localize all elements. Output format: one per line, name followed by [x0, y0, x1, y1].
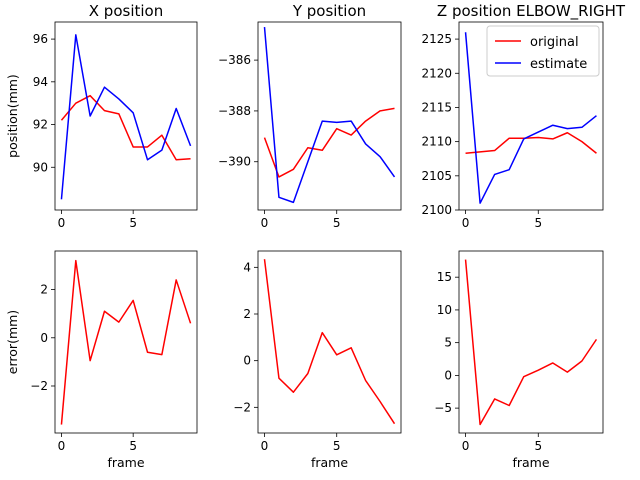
y-tick-label: 2110 [421, 135, 452, 149]
x-tick-label: 0 [261, 216, 269, 230]
axes-frame [257, 250, 402, 434]
axes-frame [257, 21, 402, 211]
axes-frame [54, 250, 198, 434]
y-tick-label: −390 [218, 155, 251, 169]
y-tick-label: −388 [218, 104, 251, 118]
subplot-4: 0 5 −2 0 2 frame error(mm) [5, 250, 198, 470]
y-tick-label: 10 [437, 303, 452, 317]
series-line-estimate [263, 27, 396, 204]
series-line-estimate [464, 32, 597, 204]
x-axis-label: frame [311, 455, 348, 470]
x-axis-label: frame [512, 455, 549, 470]
y-tick-label: 2100 [421, 203, 452, 217]
subplot-title: Z position ELBOW_RIGHT [437, 2, 626, 21]
series-line-original [263, 107, 395, 178]
y-tick-label: 96 [33, 32, 48, 46]
y-tick-label: 5 [444, 336, 452, 350]
y-tick-label: 2120 [421, 66, 452, 80]
x-tick-label: 0 [462, 216, 470, 230]
subplot-3: 0 5 2100 2105 2110 2115 2120 2125 Z position ELB… [421, 2, 625, 230]
y-tick-label: 0 [243, 354, 251, 368]
series-line-error [263, 259, 396, 425]
y-tick-label: −2 [233, 400, 251, 414]
subplot-title: X position [89, 2, 163, 20]
y-tick-label: −386 [218, 53, 251, 67]
series-line-error [60, 259, 192, 425]
x-tick-label: 5 [534, 439, 542, 453]
y-tick-label: −5 [434, 401, 452, 415]
legend-label-original: original [530, 35, 579, 50]
y-tick-label: 2125 [421, 32, 452, 46]
x-tick-label: 5 [129, 216, 137, 230]
y-axis-label: position(mm) [5, 74, 20, 158]
subplot-title: Y position [292, 2, 366, 20]
y-tick-label: 92 [33, 118, 48, 132]
y-tick-label: 0 [40, 331, 48, 345]
y-tick-label: 2 [40, 283, 48, 297]
y-tick-label: 2105 [421, 169, 452, 183]
y-tick-label: 4 [243, 260, 251, 274]
series-line-error [464, 259, 598, 426]
x-tick-label: 5 [333, 216, 341, 230]
y-tick-label: 0 [444, 368, 452, 382]
y-axis-label: error(mm) [5, 310, 20, 374]
y-tick-label: −2 [30, 379, 48, 393]
axes-frame [458, 21, 604, 211]
x-tick-label: 5 [333, 439, 341, 453]
subplot-5: 0 5 −2 0 2 4 frame [233, 250, 402, 470]
y-tick-label: 94 [33, 75, 48, 89]
x-axis-label: frame [107, 455, 144, 470]
x-tick-label: 0 [462, 439, 470, 453]
x-tick-label: 0 [58, 216, 66, 230]
series-line-estimate [60, 34, 192, 200]
series-line-original [60, 94, 191, 161]
y-tick-label: 2115 [421, 100, 452, 114]
y-tick-label: 2 [243, 307, 251, 321]
legend: original estimate [486, 25, 600, 77]
legend-label-estimate: estimate [530, 57, 587, 72]
subplot-2: 0 5 −390 −388 −386 Y position [218, 2, 402, 230]
x-tick-label: 5 [534, 216, 542, 230]
subplot-6: 0 5 −5 0 5 10 15 frame [434, 250, 604, 470]
subplot-1: 0 5 90 92 94 96 X position position(mm) [5, 2, 198, 230]
series-line-original [465, 132, 597, 155]
x-tick-label: 0 [58, 439, 66, 453]
y-tick-label: 15 [437, 270, 452, 284]
x-tick-label: 0 [261, 439, 269, 453]
axes-frame [54, 21, 198, 211]
axes-frame [458, 250, 604, 434]
y-tick-label: 90 [33, 160, 48, 174]
x-tick-label: 5 [129, 439, 137, 453]
